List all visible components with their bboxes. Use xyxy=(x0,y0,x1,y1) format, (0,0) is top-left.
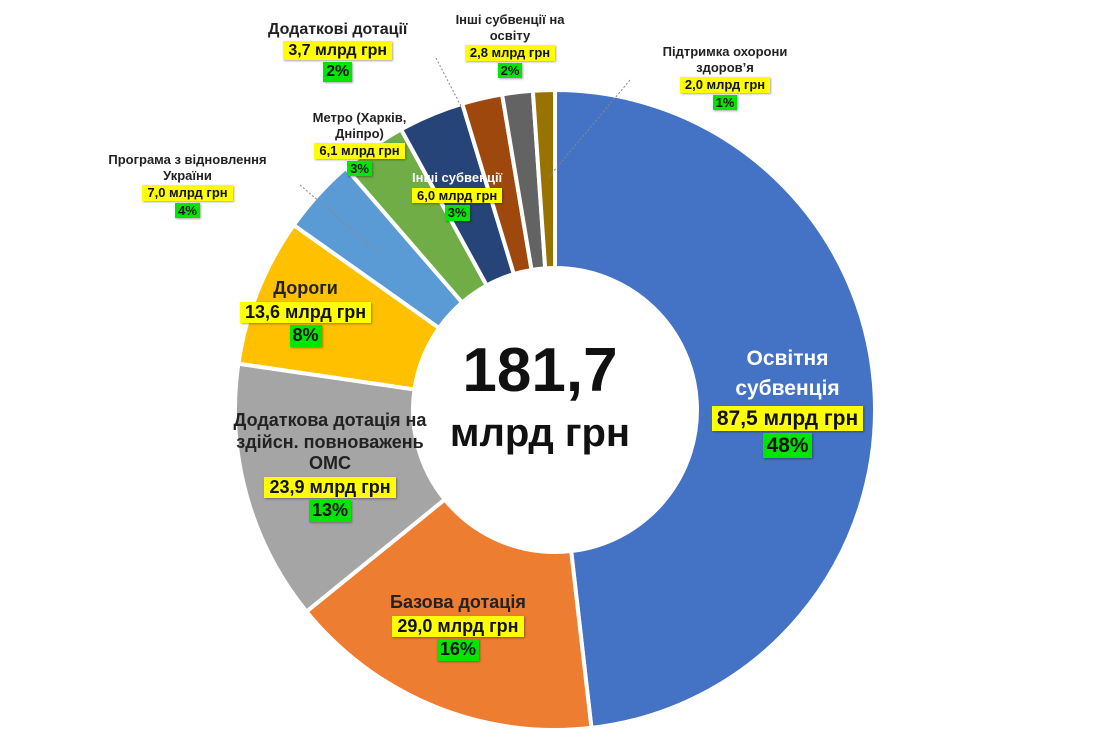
slice-value: 2,0 млрд грн xyxy=(679,77,771,93)
slice-name: Освітня субвенція xyxy=(735,347,840,400)
leader-line-1 xyxy=(435,57,463,109)
slice-percent: 16% xyxy=(436,639,479,661)
slice-name: Додаткові дотації xyxy=(268,21,408,38)
slice-name: Програма з відновлення України xyxy=(108,152,267,183)
slice-value: 23,9 млрд грн xyxy=(264,476,396,499)
slice-value: 6,0 млрд грн xyxy=(412,187,503,204)
slice-value: 7,0 млрд грн xyxy=(142,185,233,201)
slice-percent: 2% xyxy=(497,62,523,79)
label-okhorona-zdorovia: Підтримка охорони здоров’я 2,0 млрд грн … xyxy=(650,44,800,111)
leader-lines xyxy=(299,57,631,256)
slice-name: Підтримка охорони здоров’я xyxy=(662,44,788,75)
slice-value: 87,5 млрд грн xyxy=(711,406,864,432)
slice-9 xyxy=(530,87,557,271)
label-dodatkova-oms: Додаткова дотація на здійсн. повноважень… xyxy=(220,410,440,522)
total-label: 181,7 млрд грн xyxy=(440,335,640,459)
label-inshi-subventsii: Інші субвенції 6,0 млрд грн 3% xyxy=(412,170,503,221)
slice-percent: 3% xyxy=(347,160,372,177)
slice-1 xyxy=(303,496,594,732)
label-prohrama: Програма з відновлення України 7,0 млрд … xyxy=(100,152,275,219)
slice-name: Метро (Харків, Дніпро) xyxy=(312,110,407,141)
label-metro: Метро (Харків, Дніпро) 6,1 млрд грн 3% xyxy=(312,110,407,177)
slice-value: 2,8 млрд грн xyxy=(464,45,556,61)
label-bazova: Базова дотація 29,0 млрд грн 16% xyxy=(390,592,526,661)
slice-value: 13,6 млрд грн xyxy=(240,301,372,324)
slice-percent: 4% xyxy=(175,202,200,219)
slice-name: Інші субвенції xyxy=(412,170,503,185)
label-inshi-osvita: Інші субвенції на освіту 2,8 млрд грн 2% xyxy=(445,12,575,79)
leader-line-0 xyxy=(299,184,383,256)
total-unit: млрд грн xyxy=(449,411,631,455)
label-dodatkovi-dotatsii: Додаткові дотації 3,7 млрд грн 2% xyxy=(268,20,407,82)
slice-percent: 13% xyxy=(308,500,352,522)
slice-percent: 8% xyxy=(289,325,322,347)
label-dorogy: Дороги 13,6 млрд грн 8% xyxy=(240,278,372,347)
label-osvitnia: Освітня субвенція 87,5 млрд грн 48% xyxy=(710,344,865,459)
slice-percent: 48% xyxy=(763,433,812,459)
total-value: 181,7 xyxy=(462,336,618,405)
slice-percent: 3% xyxy=(444,205,470,221)
slice-value: 6,1 млрд грн xyxy=(314,143,405,159)
slice-name: Дороги xyxy=(273,278,338,298)
slice-percent: 1% xyxy=(712,94,738,111)
slice-value: 3,7 млрд грн xyxy=(283,41,393,61)
slice-name: Інші субвенції на освіту xyxy=(455,12,565,43)
slice-name: Базова дотація xyxy=(390,592,526,612)
slice-percent: 2% xyxy=(323,62,353,82)
slice-name: Додаткова дотація на здійсн. повноважень… xyxy=(233,410,427,474)
leader-line-2 xyxy=(547,79,631,179)
slice-value: 29,0 млрд грн xyxy=(392,615,524,638)
